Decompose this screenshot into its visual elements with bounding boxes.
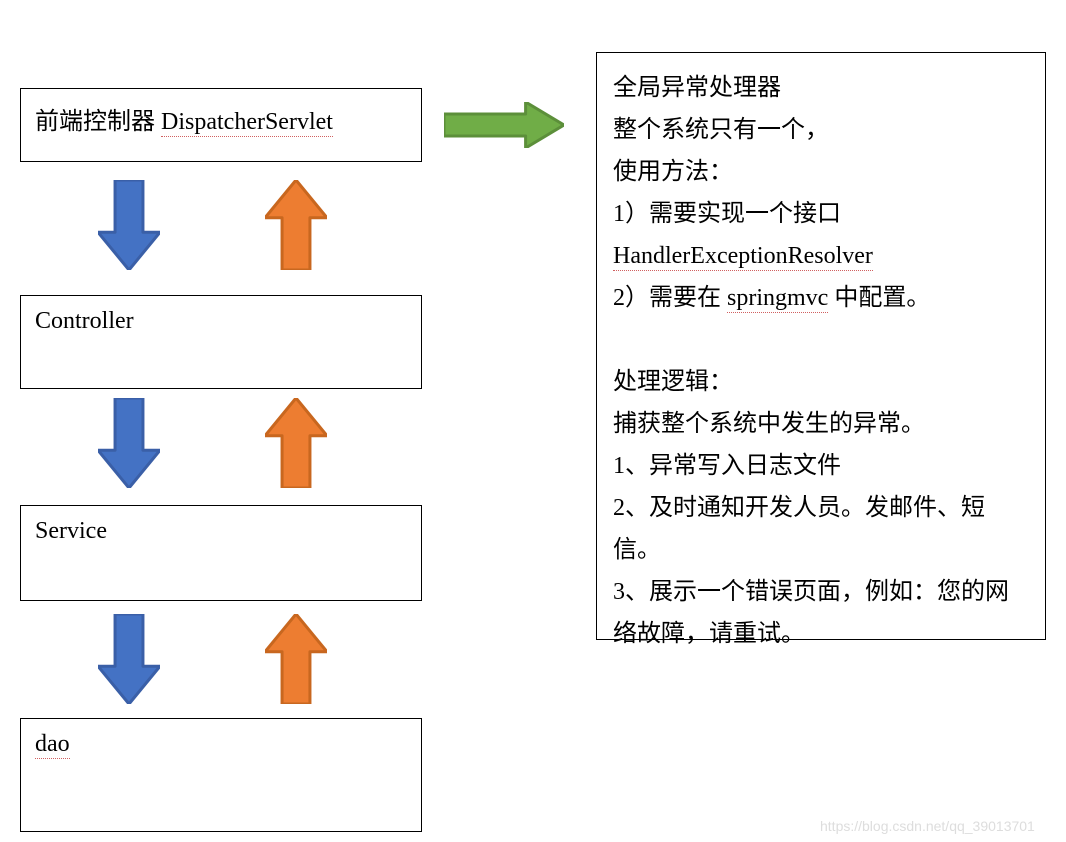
box-controller: Controller — [20, 295, 422, 389]
description-line: HandlerExceptionResolver — [613, 235, 1029, 277]
description-line: 3、展示一个错误页面，例如：您的网络故障，请重试。 — [613, 571, 1029, 655]
box-dao: dao — [20, 718, 422, 832]
arrow-down-icon — [98, 614, 160, 709]
description-line: 处理逻辑： — [613, 361, 1029, 403]
arrow-up-icon — [265, 180, 327, 275]
box-dao-label: dao — [35, 731, 70, 758]
arrow-up-icon — [265, 614, 327, 709]
watermark: https://blog.csdn.net/qq_39013701 — [820, 818, 1035, 834]
description-line: 全局异常处理器 — [613, 67, 1029, 109]
box-dispatcher: 前端控制器 DispatcherServlet — [20, 88, 422, 162]
box-controller-label: Controller — [35, 308, 134, 335]
description-line: 捕获整个系统中发生的异常。 — [613, 403, 1029, 445]
description-line: 1）需要实现一个接口 — [613, 193, 1029, 235]
arrow-down-icon — [98, 180, 160, 275]
box-service: Service — [20, 505, 422, 601]
description-line: 整个系统只有一个， — [613, 109, 1029, 151]
arrow-up-icon — [265, 398, 327, 493]
arrow-right-icon — [444, 102, 564, 153]
description-line: 2、及时通知开发人员。发邮件、短信。 — [613, 487, 1029, 571]
description-line: 1、异常写入日志文件 — [613, 445, 1029, 487]
description-line — [613, 319, 1029, 361]
arrow-down-icon — [98, 398, 160, 493]
description-line: 使用方法： — [613, 151, 1029, 193]
box-dispatcher-label: 前端控制器 DispatcherServlet — [35, 101, 333, 136]
description-line: 2）需要在 springmvc 中配置。 — [613, 277, 1029, 319]
description-box: 全局异常处理器整个系统只有一个，使用方法：1）需要实现一个接口HandlerEx… — [596, 52, 1046, 640]
box-service-label: Service — [35, 518, 107, 545]
